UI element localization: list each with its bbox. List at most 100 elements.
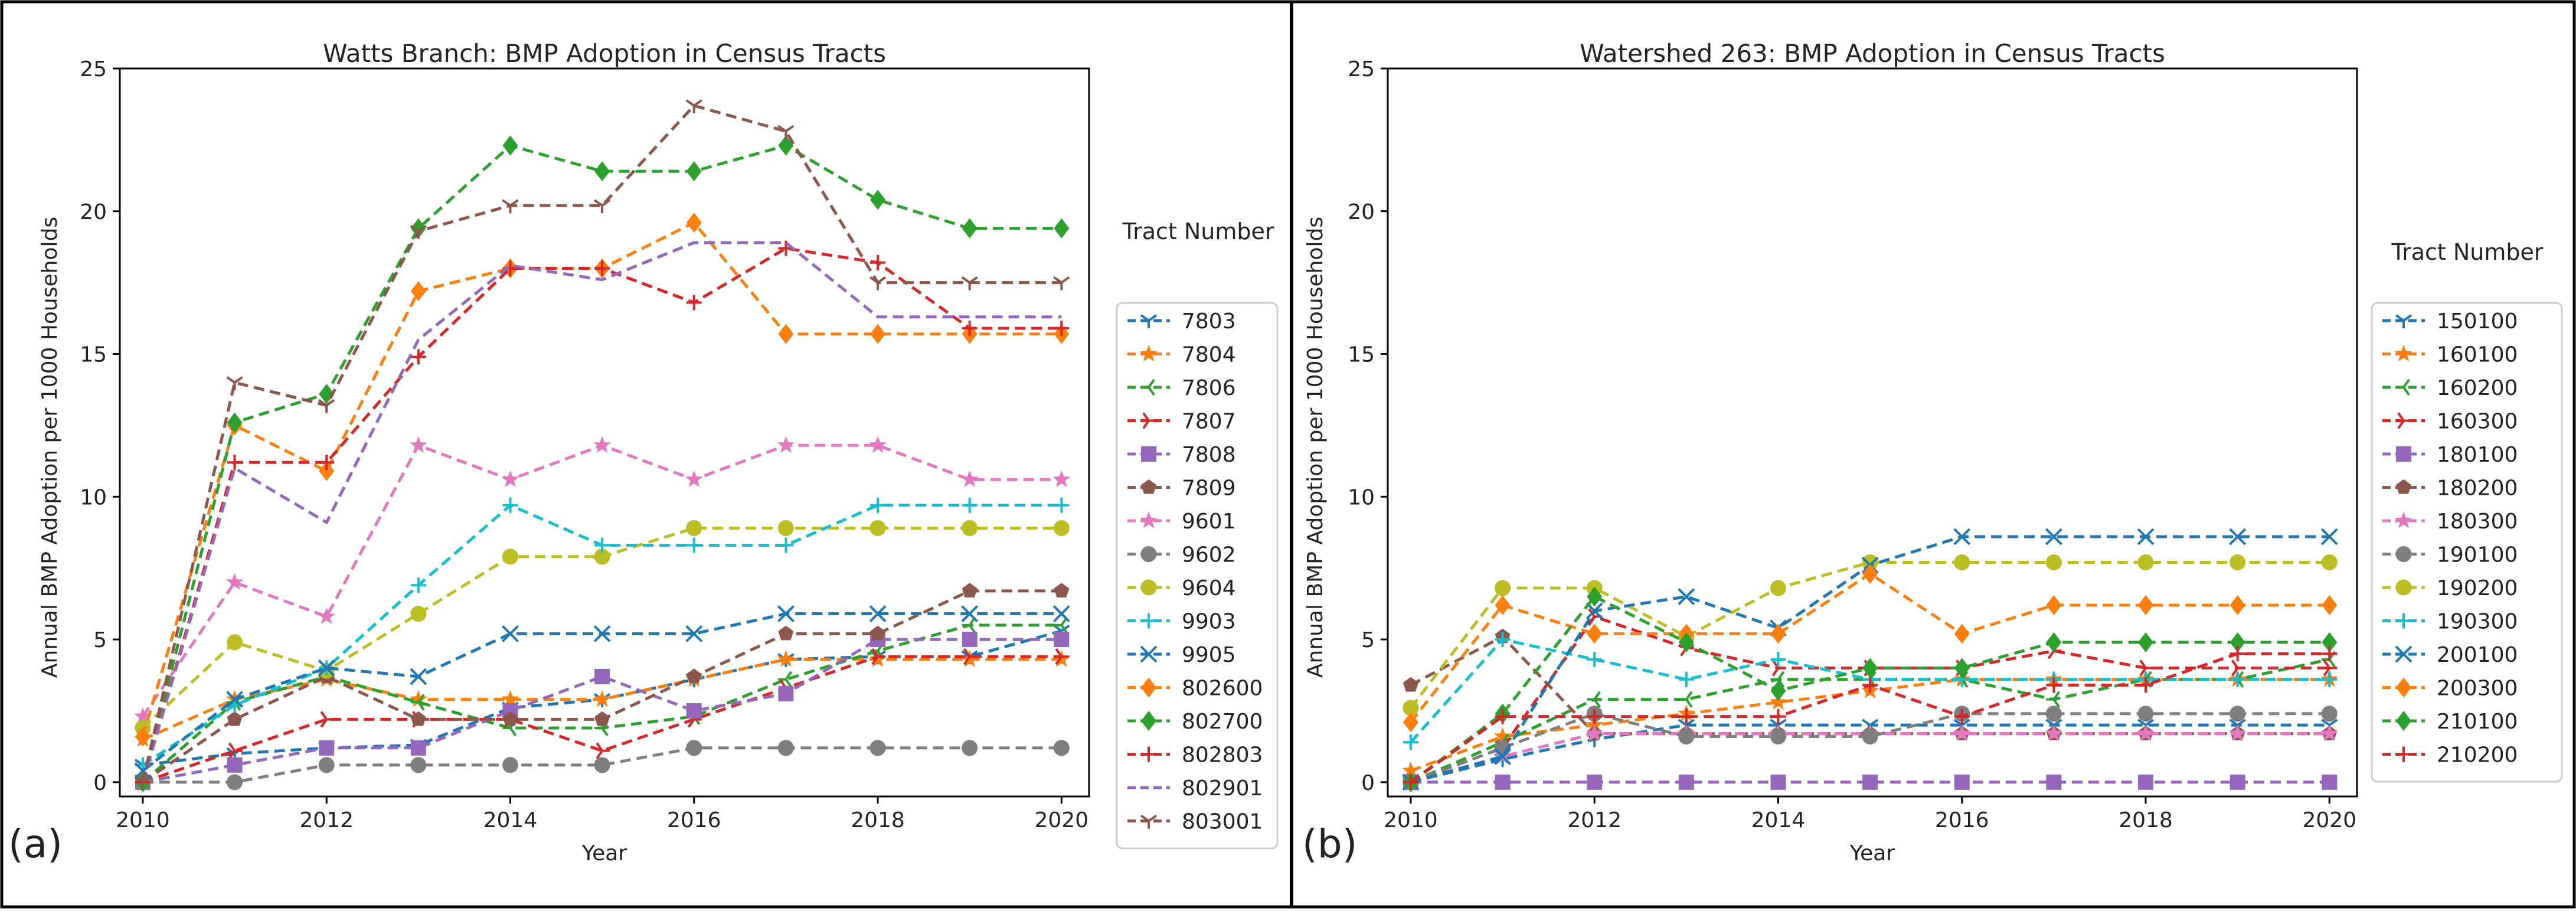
data-point [502,199,519,214]
legend-label: 190300 [2437,610,2518,634]
data-point [1954,774,1970,790]
data-point [777,605,795,622]
data-point [869,276,887,290]
plot-area-b [1387,67,2358,798]
legend-label: 802803 [1182,743,1263,768]
data-point [685,99,702,113]
data-point [2322,774,2338,790]
data-point [1053,740,1070,756]
data-point [2230,646,2245,662]
data-point [1494,747,1511,765]
data-point [226,376,243,390]
data-point [2230,595,2245,616]
data-point [961,276,978,290]
data-point [2228,724,2247,742]
legend-entry-9602: 9602 [1127,543,1236,567]
series-9601 [134,436,1071,724]
data-point [1678,632,1694,652]
data-point [2321,706,2338,722]
data-point [502,497,518,513]
data-point [777,520,794,536]
data-point [594,161,610,182]
data-point [870,254,886,270]
data-point [1678,588,1695,605]
data-point [1587,623,1603,644]
data-point [1953,528,1971,546]
panel-label-a: (a) [8,821,63,867]
data-point [2321,554,2338,571]
data-point [1770,681,1786,701]
data-point [593,690,611,707]
data-point [2045,706,2062,722]
data-point [2046,691,2061,708]
data-point [1954,658,1970,678]
data-point [2322,646,2338,662]
data-point [1402,761,1420,779]
data-point [594,260,610,276]
legend-marker [1141,677,1156,698]
legend-entry-802901: 802901 [1127,776,1263,801]
data-point [410,349,426,365]
data-point [686,668,702,683]
data-point [1862,658,1878,678]
data-point [778,625,794,641]
legend-marker [2395,579,2412,596]
legend-entry-7807: 7807 [1127,410,1236,434]
data-point [870,190,886,210]
data-point [1770,580,1786,596]
data-point [226,691,243,708]
legend-label: 9903 [1182,610,1236,634]
data-point [2322,632,2338,652]
data-point [2138,595,2154,616]
y-tick-label: 10 [80,485,107,510]
series-line-9602 [142,746,1062,784]
data-point [1495,632,1511,648]
data-point [962,520,978,536]
data-point [2320,528,2338,546]
x-tick-label: 2010 [1384,808,1438,832]
data-point [2137,724,2155,742]
legend-entry-180300: 180300 [2382,510,2518,534]
legend-marker [1140,645,1158,663]
data-point [2046,595,2062,616]
legend-entry-9601: 9601 [1127,510,1236,534]
data-point [410,690,427,707]
legend-entry-160200: 160200 [2382,376,2518,400]
legend-label: 160200 [2437,376,2518,400]
y-tick-label: 5 [1361,628,1375,652]
data-point [320,711,335,728]
legend-label: 180300 [2437,510,2518,534]
legend-entry-802700: 802700 [1127,710,1263,734]
data-point [869,520,886,536]
data-point [778,671,793,688]
y-axis-label-a: Annual BMP Adoption per 1000 Households [38,217,62,678]
legend-entry-160100: 160100 [2382,343,2518,367]
legend-entry-160300: 160300 [2382,410,2518,434]
legend-marker [2396,378,2410,396]
data-point [593,625,611,642]
legend-marker [1140,344,1158,362]
legend-marker [2396,677,2411,698]
legend-label: 7808 [1182,443,1236,467]
legend-marker [1141,479,1156,494]
legend-marker [1140,814,1158,829]
data-point [1770,774,1786,790]
data-point [1587,708,1603,724]
data-point [962,321,978,337]
y-tick-label: 0 [1361,771,1375,795]
legend-label: 150100 [2437,309,2518,334]
plot-area-a [119,67,1090,798]
data-point [2137,528,2155,546]
legend-label: 210100 [2437,710,2518,734]
series-200300 [1403,563,2338,733]
legend-marker [2395,314,2412,328]
data-point [410,218,426,239]
data-point [227,757,243,773]
data-point [227,774,243,791]
legend-marker [2396,446,2411,462]
data-point [1054,218,1070,239]
legend-entry-7809: 7809 [1127,476,1236,501]
data-point [502,757,518,773]
